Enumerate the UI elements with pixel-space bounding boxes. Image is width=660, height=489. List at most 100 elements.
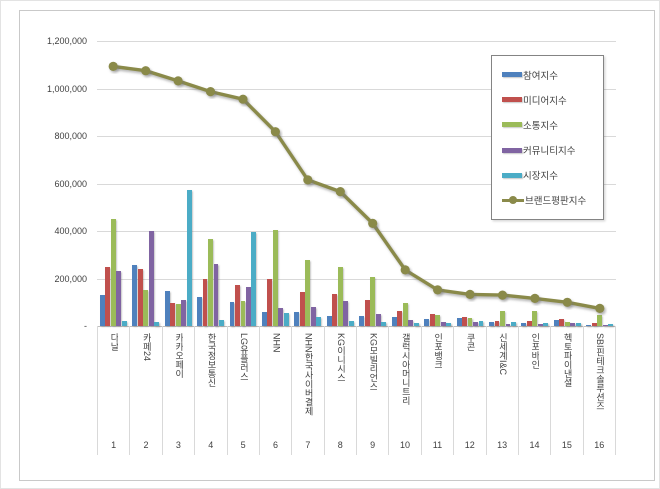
category-number-label: 14: [529, 440, 540, 450]
bars-layer: [97, 41, 616, 326]
x-axis-category-12: 쿠콘 12: [453, 326, 485, 455]
bar-group-6: [259, 41, 291, 326]
bar-커뮤니티지수: [213, 264, 219, 326]
bar-소통지수: [337, 266, 343, 326]
line-series-brand-reputation: [108, 61, 605, 313]
x-axis-category-3: 카카오페이 3: [161, 326, 194, 455]
category-name-label: 쿠콘: [465, 333, 475, 351]
bar-참여지수: [99, 295, 105, 326]
line-marker: [595, 303, 605, 313]
bar-시장지수: [283, 313, 289, 326]
bar-커뮤니티지수: [408, 320, 414, 326]
line-marker: [465, 289, 475, 299]
category-number-label: 2: [143, 440, 149, 450]
line-marker: [368, 218, 378, 228]
bar-참여지수: [424, 319, 430, 326]
x-axis-category-6: NHN 6: [258, 326, 291, 455]
bar-미디어지수: [267, 279, 273, 326]
bar-커뮤니티지수: [181, 299, 187, 326]
bar-소통지수: [402, 303, 408, 326]
gridline: [97, 136, 616, 137]
bar-참여지수: [294, 311, 300, 326]
legend-item-참여지수: 참여지수: [502, 68, 603, 82]
category-number-label: 12: [464, 440, 475, 450]
category-name-label: 인포뱅크: [433, 333, 443, 369]
category-name-label: 한국정보통신: [206, 333, 216, 387]
line-marker: [562, 297, 572, 307]
bar-미디어지수: [332, 293, 338, 326]
bar-시장지수: [154, 322, 160, 326]
bar-소통지수: [272, 229, 278, 326]
category-name-label: 카카오페이: [174, 333, 184, 378]
bar-참여지수: [521, 322, 527, 326]
y-axis-tick-label: 600,000: [54, 178, 87, 189]
line-marker: [433, 285, 443, 295]
category-number-label: 1: [111, 440, 117, 450]
category-number-label: 10: [400, 440, 411, 450]
category-number-label: 11: [432, 440, 443, 450]
bar-미디어지수: [105, 266, 111, 326]
bar-소통지수: [208, 239, 213, 326]
x-axis-category-7: NHN한국사이버결제 7: [291, 326, 323, 455]
bar-커뮤니티지수: [537, 324, 543, 326]
bar-시장지수: [575, 322, 581, 326]
line-marker: [108, 61, 118, 71]
x-axis-category-9: KG모빌리언스 9: [356, 326, 388, 455]
bar-소통지수: [564, 321, 570, 326]
bar-group-16: [584, 41, 616, 326]
category-number-label: 8: [337, 440, 343, 450]
legend-label: 커뮤니티지수: [523, 146, 576, 158]
chart-frame: 1,200,000 1,000,000 800,000 600,000 400,000 2…: [19, 10, 655, 481]
bar-미디어지수: [364, 299, 370, 326]
bar-group-10: [389, 41, 421, 326]
category-number-label: 6: [273, 440, 279, 450]
category-number-label: 5: [240, 440, 246, 450]
category-number-label: 3: [175, 440, 181, 450]
bar-커뮤니티지수: [473, 322, 478, 326]
bar-group-5: [227, 41, 259, 326]
legend-swatch-icon: [502, 147, 522, 153]
x-axis-category-15: 헥토파이낸셜 15: [550, 326, 582, 455]
line-marker: [497, 290, 508, 300]
bar-커뮤니티지수: [148, 231, 154, 326]
bar-커뮤니티지수: [505, 323, 511, 326]
bar-미디어지수: [299, 291, 305, 326]
x-axis-category-5: LG유플러스 5: [226, 326, 259, 455]
x-axis-category-8: KG이니시스 8: [323, 326, 356, 455]
bar-참여지수: [326, 315, 332, 326]
bar-시장지수: [186, 189, 192, 326]
legend-label: 참여지수: [523, 70, 558, 82]
bar-참여지수: [391, 316, 397, 326]
bar-참여지수: [553, 319, 559, 326]
bar-미디어지수: [235, 284, 240, 326]
x-axis-category-14: 인포바인 14: [517, 326, 550, 455]
legend-swatch-icon: [502, 172, 522, 178]
line-marker: [270, 127, 280, 137]
x-axis-category-16: SBI핀테크솔루션즈 16: [582, 326, 615, 455]
line-marker: [303, 175, 313, 185]
legend-item-시장지수: 시장지수: [502, 168, 603, 182]
gridline: [97, 41, 616, 42]
bar-소통지수: [467, 318, 473, 326]
bar-참여지수: [359, 315, 365, 326]
bar-커뮤니티지수: [602, 324, 608, 326]
bar-미디어지수: [494, 320, 500, 326]
bar-group-2: [129, 41, 161, 326]
bar-group-3: [162, 41, 194, 326]
bar-시장지수: [543, 323, 549, 326]
bar-참여지수: [197, 296, 202, 326]
gridline: [97, 278, 616, 280]
bar-미디어지수: [170, 302, 176, 326]
category-number-label: 13: [497, 440, 508, 450]
legend-label: 시장지수: [523, 171, 558, 183]
category-name-label: 갤럭시아머니트리: [400, 333, 410, 405]
category-name-label: LG유플러스: [238, 333, 248, 382]
x-axis-category-11: 인포뱅크 11: [420, 326, 453, 455]
bar-참여지수: [456, 318, 462, 326]
y-axis-tick-label: 1,200,000: [46, 36, 87, 46]
x-axis-category-2: 카페24 2: [129, 326, 161, 455]
bar-커뮤니티지수: [310, 307, 316, 326]
bar-group-11: [421, 41, 453, 326]
bar-미디어지수: [591, 323, 597, 326]
bar-소통지수: [370, 276, 376, 326]
